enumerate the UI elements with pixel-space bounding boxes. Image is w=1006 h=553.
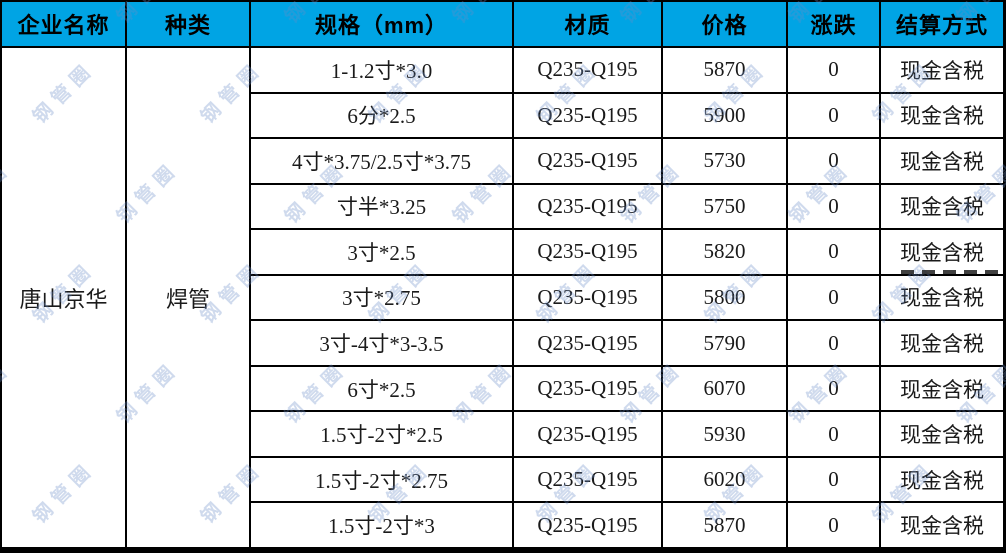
header-settlement: 结算方式 xyxy=(881,2,1003,46)
settlement-cell: 现金含税 xyxy=(881,139,1003,183)
spec-cell: 6寸*2.5 xyxy=(251,366,512,411)
settlement-cell: 现金含税 xyxy=(881,275,1003,320)
change-cell: 0 xyxy=(788,412,879,456)
spec-cell: 3寸-4寸*3-3.5 xyxy=(251,321,512,365)
settlement-cell: 现金含税 xyxy=(881,457,1003,502)
settlement-cell: 现金含税 xyxy=(881,321,1003,365)
settlement-cell: 现金含税 xyxy=(881,48,1003,92)
spec-cell: 1.5寸-2寸*3 xyxy=(251,503,512,547)
change-cell: 0 xyxy=(788,93,879,138)
change-cell: 0 xyxy=(788,139,879,183)
price-cell: 6020 xyxy=(663,457,786,502)
spec-cell: 3寸*2.5 xyxy=(251,230,512,274)
header-price: 价格 xyxy=(663,2,786,46)
header-company: 企业名称 xyxy=(2,2,125,46)
settlement-cell: 现金含税 xyxy=(881,412,1003,456)
change-cell: 0 xyxy=(788,275,879,320)
material-cell: Q235-Q195 xyxy=(514,48,661,92)
material-cell: Q235-Q195 xyxy=(514,366,661,411)
spec-cell: 1-1.2寸*3.0 xyxy=(251,48,512,92)
spec-cell: 1.5寸-2寸*2.75 xyxy=(251,457,512,502)
material-cell: Q235-Q195 xyxy=(514,457,661,502)
price-cell: 5820 xyxy=(663,230,786,274)
material-cell: Q235-Q195 xyxy=(514,321,661,365)
material-cell: Q235-Q195 xyxy=(514,275,661,320)
material-cell: Q235-Q195 xyxy=(514,412,661,456)
change-cell: 0 xyxy=(788,321,879,365)
company-cell: 唐山京华 xyxy=(2,48,125,547)
price-cell: 6070 xyxy=(663,366,786,411)
spec-cell: 1.5寸-2寸*2.5 xyxy=(251,412,512,456)
price-cell: 5900 xyxy=(663,93,786,138)
price-cell: 5790 xyxy=(663,321,786,365)
price-cell: 5870 xyxy=(663,503,786,547)
material-cell: Q235-Q195 xyxy=(514,230,661,274)
header-material: 材质 xyxy=(514,2,661,46)
settlement-cell: 现金含税 xyxy=(881,184,1003,229)
spec-cell: 寸半*3.25 xyxy=(251,184,512,229)
spec-cell: 3寸*2.75 xyxy=(251,275,512,320)
settlement-cell: 现金含税 xyxy=(881,93,1003,138)
material-cell: Q235-Q195 xyxy=(514,93,661,138)
settlement-cell: 现金含税 xyxy=(881,230,1003,274)
change-cell: 0 xyxy=(788,503,879,547)
price-cell: 5730 xyxy=(663,139,786,183)
settlement-cell: 现金含税 xyxy=(881,366,1003,411)
material-cell: Q235-Q195 xyxy=(514,503,661,547)
change-cell: 0 xyxy=(788,184,879,229)
material-cell: Q235-Q195 xyxy=(514,139,661,183)
material-cell: Q235-Q195 xyxy=(514,184,661,229)
price-cell: 5800 xyxy=(663,275,786,320)
change-cell: 0 xyxy=(788,230,879,274)
price-cell: 5930 xyxy=(663,412,786,456)
spec-cell: 4寸*3.75/2.5寸*3.75 xyxy=(251,139,512,183)
price-cell: 5750 xyxy=(663,184,786,229)
settlement-cell: 现金含税 xyxy=(881,503,1003,547)
header-change: 涨跌 xyxy=(788,2,879,46)
price-cell: 5870 xyxy=(663,48,786,92)
header-category: 种类 xyxy=(127,2,249,46)
category-cell: 焊管 xyxy=(127,48,249,547)
change-cell: 0 xyxy=(788,48,879,92)
header-spec: 规格（mm） xyxy=(251,2,512,46)
spec-cell: 6分*2.5 xyxy=(251,93,512,138)
change-cell: 0 xyxy=(788,366,879,411)
change-cell: 0 xyxy=(788,457,879,502)
